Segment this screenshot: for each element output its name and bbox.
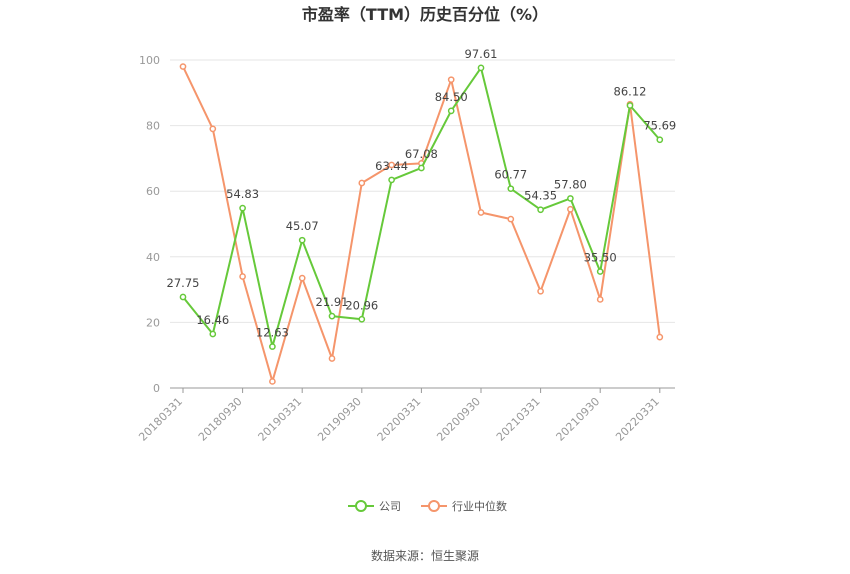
data-point[interactable] (447, 76, 455, 84)
data-point[interactable] (328, 355, 336, 362)
data-label: 45.07 (286, 219, 319, 233)
data-point[interactable] (477, 209, 485, 216)
data-label: 97.61 (465, 47, 498, 61)
x-tick-label: 20200331 (375, 395, 424, 444)
y-tick-label: 60 (146, 185, 160, 198)
legend-label: 公司 (379, 500, 401, 513)
data-label: 20.96 (345, 298, 378, 312)
source-note: 数据来源：恒生聚源 (371, 548, 479, 563)
data-point[interactable] (537, 206, 544, 214)
data-point[interactable] (567, 195, 574, 202)
data-point[interactable] (328, 312, 336, 320)
legend-swatch-marker (428, 500, 440, 512)
data-label: 60.77 (494, 168, 527, 182)
data-label: 84.50 (435, 90, 468, 104)
series-line (182, 66, 661, 348)
data-point[interactable] (269, 378, 276, 385)
data-point[interactable] (596, 296, 604, 303)
data-point[interactable] (209, 330, 217, 338)
data-point[interactable] (209, 125, 217, 133)
y-tick-label: 20 (146, 316, 160, 329)
data-point[interactable] (388, 161, 395, 169)
data-point[interactable] (596, 268, 604, 275)
data-label: 67.08 (405, 147, 438, 161)
chart-title: 市盈率（TTM）历史百分位（%） (302, 5, 548, 24)
data-label: 57.80 (554, 177, 587, 191)
data-point[interactable] (298, 274, 306, 282)
data-point[interactable] (358, 179, 366, 187)
series-line (182, 66, 661, 383)
data-label: 75.69 (643, 119, 676, 133)
y-tick-label: 40 (146, 251, 160, 264)
data-label: 35.50 (584, 251, 617, 265)
x-tick-label: 20210331 (494, 395, 543, 444)
y-axis: 0 20 40 60 80 100 (139, 54, 160, 395)
data-label: 54.83 (226, 187, 259, 201)
data-point[interactable] (447, 107, 455, 115)
data-point[interactable] (179, 63, 187, 70)
y-tick-label: 0 (153, 382, 160, 395)
data-label: 86.12 (614, 85, 647, 99)
x-tick-label: 20180331 (136, 395, 185, 444)
data-point[interactable] (239, 204, 246, 212)
data-label: 16.46 (196, 313, 229, 327)
data-label: 21.91 (316, 295, 349, 309)
x-tick-label: 20190930 (315, 395, 364, 444)
data-point[interactable] (239, 273, 246, 280)
data-point[interactable] (507, 185, 515, 193)
data-label: 54.35 (524, 189, 557, 203)
data-point[interactable] (507, 215, 515, 223)
data-point[interactable] (626, 102, 634, 109)
data-point[interactable] (477, 64, 485, 72)
data-point[interactable] (388, 176, 395, 184)
data-label: 63.44 (375, 159, 408, 173)
data-label: 27.75 (167, 276, 200, 290)
data-point[interactable] (567, 205, 574, 213)
grid-lines (170, 59, 675, 323)
x-tick-label: 20210930 (554, 395, 603, 444)
data-point[interactable] (418, 164, 425, 172)
legend-item[interactable]: 公司 (348, 500, 401, 513)
data-point[interactable] (358, 315, 366, 323)
legend-swatch-marker (355, 500, 367, 512)
x-tick-label: 20190331 (256, 395, 305, 444)
series-layer (179, 63, 664, 385)
y-tick-label: 80 (146, 120, 160, 133)
y-tick-label: 100 (139, 54, 160, 67)
data-point[interactable] (537, 287, 544, 295)
data-point[interactable] (298, 236, 306, 244)
legend-label: 行业中位数 (452, 499, 507, 513)
data-point[interactable] (656, 333, 664, 341)
data-point[interactable] (656, 136, 664, 144)
legend-item[interactable]: 行业中位数 (421, 499, 507, 513)
data-point[interactable] (179, 293, 187, 301)
data-point[interactable] (269, 343, 276, 350)
data-label: 12.63 (256, 326, 289, 340)
x-tick-label: 20200930 (434, 395, 483, 444)
legend[interactable]: 公司 行业中位数 (348, 499, 507, 513)
x-tick-label: 20220331 (613, 395, 662, 444)
x-tick-label: 20180930 (196, 395, 245, 444)
x-axis: 20180331 20180930 20190331 20190930 20200331… (136, 387, 675, 444)
